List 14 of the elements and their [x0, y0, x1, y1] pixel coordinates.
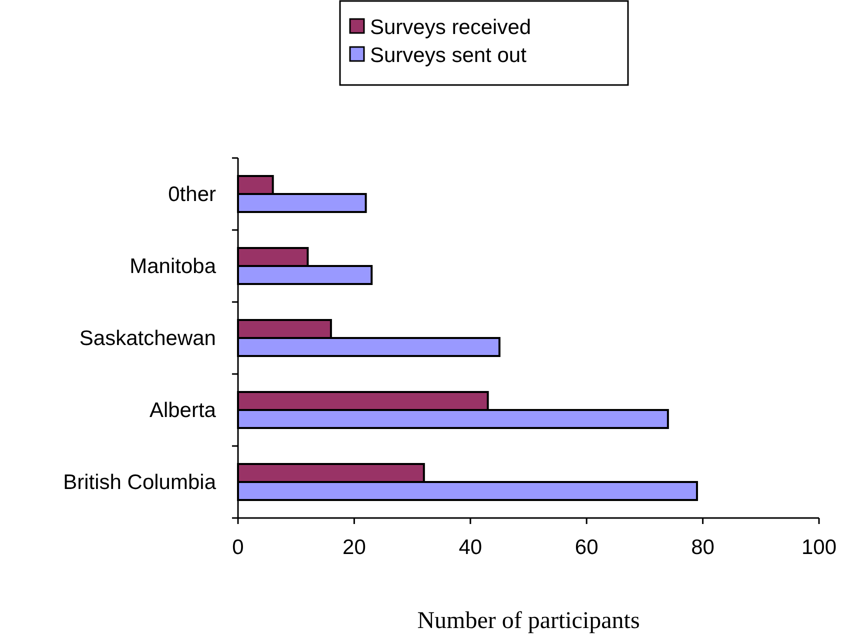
y-tick-label: Alberta [149, 399, 216, 422]
x-tick-label: 100 [801, 536, 837, 559]
x-tick-label: 0 [232, 536, 244, 559]
x-tick-label: 40 [458, 536, 482, 559]
x-tick-label: 60 [574, 536, 598, 559]
y-tick-label: Saskatchewan [79, 327, 216, 350]
legend-label: Surveys sent out [370, 44, 527, 67]
legend-label: Surveys received [370, 16, 532, 39]
y-tick-label: British Columbia [63, 471, 216, 494]
x-axis-title: Number of participants [417, 608, 640, 634]
y-tick-label: 0ther [168, 183, 216, 206]
x-tick-label: 20 [342, 536, 366, 559]
y-tick-label: Manitoba [130, 255, 216, 278]
x-tick-label: 80 [691, 536, 714, 559]
